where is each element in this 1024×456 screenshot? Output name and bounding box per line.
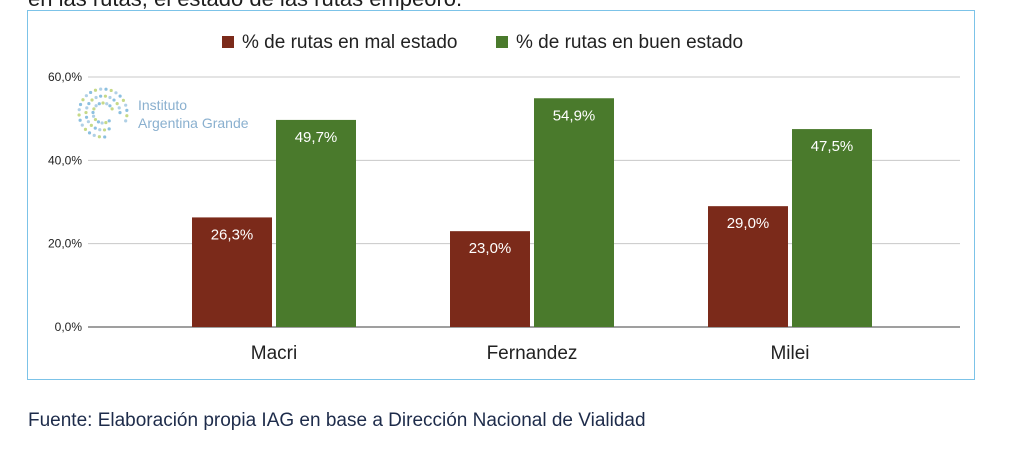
- logo-dot: [92, 107, 96, 111]
- logo-dot: [98, 128, 102, 132]
- logo-dot: [85, 106, 89, 110]
- logo-dot: [93, 117, 98, 122]
- logo-dot: [97, 135, 101, 139]
- x-tick-label: Macri: [251, 343, 297, 364]
- bar: [192, 217, 272, 327]
- logo-dot: [78, 118, 82, 122]
- logo-dot: [125, 108, 129, 112]
- logo-dot: [81, 98, 85, 102]
- y-tick-label: 0,0%: [55, 320, 83, 334]
- logo-dot: [101, 101, 105, 105]
- data-label: 49,7%: [295, 129, 338, 146]
- logo-dot: [86, 120, 90, 124]
- header-fragment: en las rutas, el estado de las rutas emp…: [28, 0, 462, 12]
- logo-dot: [102, 128, 107, 132]
- bar: [792, 129, 872, 327]
- logo-dot: [77, 113, 81, 117]
- x-tick-label: Milei: [770, 343, 809, 364]
- logo-dot: [121, 98, 125, 102]
- logo-dot: [99, 94, 103, 98]
- logo-dot: [124, 103, 128, 107]
- logo-dot: [83, 127, 88, 131]
- bar: [276, 119, 356, 328]
- bar: [534, 98, 614, 327]
- source-note: Fuente: Elaboración propia IAG en base a…: [28, 410, 646, 431]
- logo-dot: [104, 120, 108, 125]
- logo-dot: [91, 110, 95, 115]
- x-tick-label: Fernandez: [487, 343, 578, 364]
- logo-dot: [77, 108, 81, 112]
- logo-dot: [112, 98, 116, 102]
- y-tick-label: 20,0%: [48, 237, 82, 251]
- logo-text-line2: Argentina Grande: [138, 115, 249, 131]
- logo-dot: [105, 102, 109, 106]
- logo-text-line1: Instituto: [138, 97, 187, 113]
- logo-dot: [100, 121, 104, 125]
- logo-dot: [93, 126, 97, 130]
- logo-dot: [84, 94, 88, 98]
- logo-dot: [84, 110, 88, 115]
- logo-dot: [93, 88, 98, 92]
- logo-dot: [96, 120, 101, 124]
- logo-dot: [87, 131, 92, 135]
- logo-dot: [104, 87, 108, 91]
- data-label: 47,5%: [811, 138, 854, 155]
- y-tick-label: 60,0%: [48, 70, 82, 84]
- logo-dot: [92, 133, 96, 137]
- logo-dot: [103, 135, 107, 139]
- logo-dot: [107, 127, 111, 131]
- logo-dot: [91, 114, 96, 118]
- logo-dot: [118, 110, 122, 115]
- logo-dot: [90, 98, 94, 102]
- logo-dot: [109, 88, 113, 93]
- logo-dot: [84, 115, 89, 119]
- logo-dot: [108, 95, 112, 100]
- logo-dot: [103, 94, 108, 98]
- bar-chart: 0,0% 20,0% 40,0% 60,0% 26,3% 49,7% Macri 23,0% 5…: [48, 32, 960, 364]
- bar: [708, 206, 788, 327]
- logo-dot: [89, 90, 93, 95]
- logo-dot: [89, 123, 93, 127]
- logo-dot: [87, 101, 91, 106]
- logo-dot: [110, 107, 114, 111]
- logo-dot: [80, 123, 84, 127]
- logo-dot: [118, 94, 122, 98]
- logo-dot: [124, 119, 128, 123]
- logo-dot: [94, 104, 98, 108]
- y-tick-label: 40,0%: [48, 153, 82, 167]
- logo-dot: [108, 104, 112, 108]
- legend-swatch: [496, 36, 508, 48]
- data-label: 26,3%: [211, 226, 254, 243]
- logo-dot: [107, 119, 111, 123]
- logo-dot: [99, 87, 103, 91]
- logo-dot: [115, 102, 119, 106]
- legend-swatch: [222, 36, 234, 48]
- logo-dot: [117, 106, 121, 110]
- logo-dot: [78, 102, 83, 107]
- legend-label: % de rutas en buen estado: [516, 32, 743, 53]
- data-label: 54,9%: [553, 107, 596, 124]
- data-label: 29,0%: [727, 215, 770, 232]
- logo-dot: [114, 91, 118, 95]
- bar: [450, 231, 530, 327]
- logo-dot: [94, 95, 98, 100]
- logo-dot: [125, 114, 129, 118]
- logo-dot: [97, 102, 101, 106]
- legend-label: % de rutas en mal estado: [242, 32, 457, 53]
- data-label: 23,0%: [469, 240, 512, 257]
- chart-frame: 0,0% 20,0% 40,0% 60,0% 26,3% 49,7% Macri 23,0% 5…: [27, 10, 975, 380]
